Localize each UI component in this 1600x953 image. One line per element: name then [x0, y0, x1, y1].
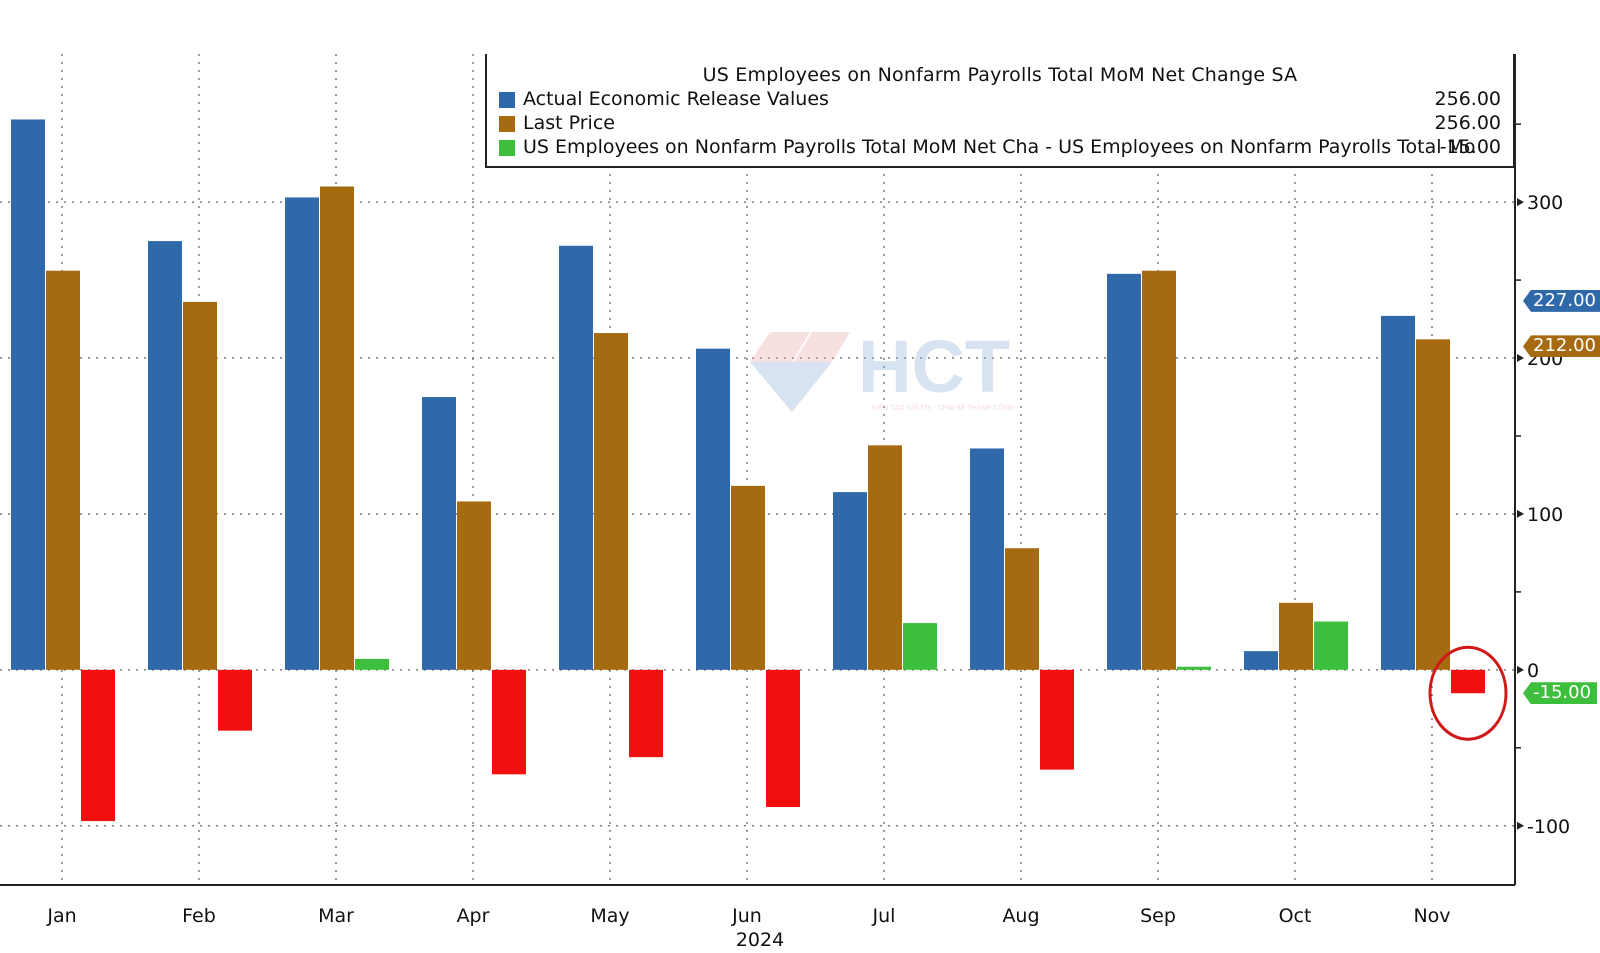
- x-tick-label: Apr: [457, 905, 490, 927]
- bar-difference-aug: [1040, 669, 1074, 770]
- bar-last-price-sep: [1142, 270, 1176, 670]
- bar-actual-feb: [148, 241, 182, 670]
- legend-value-last-price: 256.00: [1434, 112, 1501, 134]
- bar-last-price-aug: [1005, 548, 1039, 670]
- bar-last-price-apr: [457, 501, 491, 670]
- bar-difference-apr: [492, 669, 526, 775]
- legend-entry-last-price: Last Price 256.00: [499, 112, 1501, 136]
- legend-swatch-actual: [499, 92, 515, 108]
- bar-difference-jan: [81, 669, 115, 822]
- bar-actual-jun: [696, 348, 730, 670]
- bar-actual-sep: [1107, 273, 1141, 670]
- bar-last-price-feb: [183, 301, 217, 670]
- bar-difference-jun: [766, 669, 800, 808]
- bar-difference-nov: [1451, 669, 1485, 694]
- chart-title: US Employees on Nonfarm Payrolls Total M…: [702, 64, 1298, 86]
- highlight-ellipse: [1428, 645, 1508, 741]
- legend-entry-actual: Actual Economic Release Values 256.00: [499, 88, 1501, 112]
- bar-actual-oct: [1244, 651, 1278, 670]
- y-tick-label: 0: [1527, 660, 1539, 682]
- bar-difference-mar: [355, 658, 389, 670]
- bar-last-price-jan: [46, 270, 80, 670]
- legend-value-actual: 256.00: [1434, 88, 1501, 110]
- bar-last-price-jun: [731, 485, 765, 670]
- x-axis-label: 2024: [736, 929, 784, 951]
- bar-actual-jul: [833, 492, 867, 670]
- x-tick-label: Jul: [872, 905, 896, 927]
- gridlines: [0, 54, 1515, 885]
- bar-difference-oct: [1314, 621, 1348, 670]
- bar-actual-apr: [422, 397, 456, 670]
- bar-difference-jul: [903, 623, 937, 670]
- bar-actual-may: [559, 245, 593, 670]
- bar-last-price-nov: [1416, 339, 1450, 670]
- legend-swatch-difference: [499, 140, 515, 156]
- bar-last-price-oct: [1279, 602, 1313, 670]
- y-tick-marker: [1517, 821, 1524, 830]
- legend-label-difference: US Employees on Nonfarm Payrolls Total M…: [523, 136, 1476, 158]
- x-tick-label: Aug: [1002, 905, 1039, 927]
- bar-difference-feb: [218, 669, 252, 731]
- x-tick-label: Jan: [46, 905, 76, 927]
- legend-value-difference: -15.00: [1439, 136, 1501, 158]
- last-value-tag: 212.00: [1523, 335, 1600, 358]
- bar-actual-mar: [285, 197, 319, 670]
- axes: [0, 54, 1521, 886]
- legend-swatch-last-price: [499, 116, 515, 132]
- y-tick-marker: [1517, 509, 1524, 518]
- legend-entry-difference: US Employees on Nonfarm Payrolls Total M…: [499, 136, 1501, 160]
- x-tick-label: Jun: [731, 905, 762, 927]
- y-tick-marker: [1517, 198, 1524, 207]
- last-value-tag: 227.00: [1523, 289, 1600, 312]
- x-tick-label: Sep: [1140, 905, 1176, 927]
- legend-label-actual: Actual Economic Release Values: [523, 88, 829, 110]
- legend-label-last-price: Last Price: [523, 112, 615, 134]
- y-tick-marker: [1517, 354, 1524, 363]
- bar-last-price-jul: [868, 445, 902, 670]
- bar-difference-sep: [1177, 666, 1211, 670]
- y-tick-marker: [1517, 665, 1524, 674]
- last-value-tag: -15.00: [1523, 682, 1598, 705]
- x-tick-label: Oct: [1279, 905, 1312, 927]
- bar-actual-nov: [1381, 315, 1415, 670]
- x-tick-labels: Jan Feb Mar Apr May Jun Jul Aug Sep Oct Nov 2024: [46, 905, 1450, 951]
- bars: [11, 119, 1485, 822]
- x-tick-label: Mar: [318, 905, 354, 927]
- y-tick-label: 300: [1527, 192, 1563, 214]
- watermark-tagline: KIẾN TẠO GIÁ TRỊ - CHIA SẺ THÀNH CÔNG: [872, 402, 1014, 412]
- bar-last-price-mar: [320, 186, 354, 670]
- highlight-circle: [1428, 645, 1508, 741]
- x-tick-label: May: [590, 905, 629, 927]
- bar-last-price-may: [594, 333, 628, 670]
- legend: US Employees on Nonfarm Payrolls Total M…: [485, 54, 1515, 168]
- bar-difference-may: [629, 669, 663, 758]
- bar-actual-jan: [11, 119, 45, 670]
- y-tick-label: 100: [1527, 504, 1563, 526]
- x-tick-label: Feb: [182, 905, 216, 927]
- watermark-text: HCT: [858, 330, 1010, 408]
- y-tick-label: -100: [1527, 816, 1570, 838]
- x-tick-label: Nov: [1413, 905, 1450, 927]
- watermark: HCT KIẾN TẠO GIÁ TRỊ - CHIA SẺ THÀNH CÔN…: [750, 325, 1040, 424]
- bar-actual-aug: [970, 448, 1004, 670]
